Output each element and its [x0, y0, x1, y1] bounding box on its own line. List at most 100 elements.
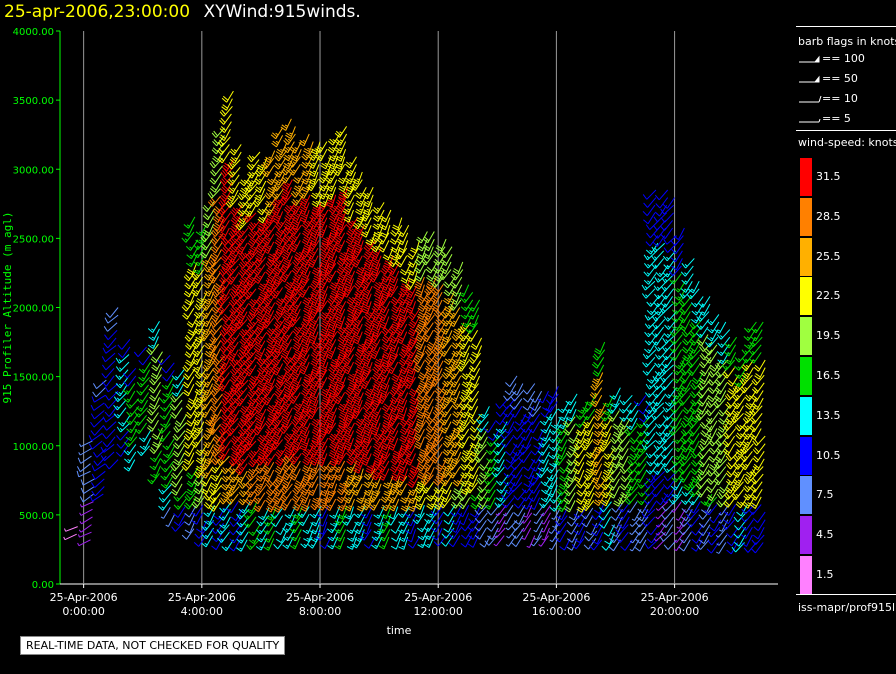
- wind-barb: [235, 471, 248, 484]
- wind-barb: [669, 349, 682, 362]
- y-tick-label: 500.00: [19, 511, 54, 522]
- wind-barb: [279, 263, 292, 275]
- wind-barb: [123, 367, 137, 379]
- wind-barb: [205, 421, 217, 435]
- wind-barb: [102, 345, 117, 354]
- wind-barb: [556, 439, 568, 452]
- wind-barb: [429, 375, 443, 387]
- wind-barb: [583, 477, 596, 489]
- wind-barb: [253, 484, 267, 496]
- wind-barb: [138, 430, 152, 443]
- wind-barb: [460, 299, 474, 312]
- wind-barb: [173, 498, 187, 510]
- wind-barb: [171, 384, 184, 397]
- wind-barb: [413, 421, 426, 434]
- wind-barb: [440, 482, 453, 495]
- wind-barb: [318, 399, 331, 412]
- wind-barb: [211, 522, 224, 534]
- wind-barb: [228, 296, 242, 307]
- wind-barb: [212, 378, 224, 391]
- y-tick-label: 3000.00: [13, 165, 54, 176]
- wind-barb: [527, 413, 541, 426]
- wind-barb: [271, 431, 284, 445]
- wind-barb: [590, 463, 603, 476]
- wind-barb: [540, 474, 553, 487]
- wind-barb: [670, 402, 683, 414]
- wind-barb: [643, 501, 657, 513]
- wind-barb: [230, 280, 243, 293]
- wind-barb: [382, 476, 394, 489]
- wind-barb: [285, 126, 296, 139]
- wind-barb: [407, 263, 418, 276]
- wind-barb: [272, 408, 285, 420]
- wind-barb: [355, 194, 367, 208]
- wind-barb: [521, 512, 533, 524]
- wind-barb: [229, 379, 242, 392]
- wind-barb: [474, 512, 488, 524]
- wind-barb: [309, 232, 320, 246]
- wind-barb: [620, 471, 633, 483]
- wind-barb: [721, 519, 735, 530]
- wind-barb: [173, 506, 186, 518]
- wind-barb: [448, 383, 461, 396]
- wind-barb: [439, 345, 452, 357]
- wind-barb: [744, 390, 757, 402]
- wind-barb: [334, 293, 347, 306]
- barb-sample-icon: [799, 118, 821, 123]
- wind-barb: [594, 402, 607, 416]
- wind-barb: [379, 369, 391, 382]
- wind-barb: [161, 362, 175, 374]
- wind-barb: [574, 530, 586, 544]
- wind-barb: [247, 379, 261, 391]
- wind-barb: [194, 383, 207, 396]
- wind-barb: [353, 437, 366, 450]
- wind-barb: [192, 345, 205, 358]
- wind-barb: [255, 226, 269, 238]
- wind-barb: [351, 308, 364, 321]
- wind-barb: [717, 336, 731, 348]
- wind-barb: [311, 415, 323, 428]
- wind-barb: [593, 425, 606, 438]
- wind-barb: [308, 217, 321, 230]
- wind-barb: [487, 512, 500, 524]
- wind-barb: [334, 468, 346, 481]
- wind-barb: [262, 393, 275, 406]
- wind-barb: [138, 354, 151, 366]
- wind-barb: [336, 437, 348, 451]
- wind-barb: [289, 536, 301, 550]
- barb-sample-icon: [799, 75, 820, 83]
- wind-barb: [334, 316, 346, 330]
- wind-barb: [218, 197, 232, 208]
- wind-barb: [617, 501, 631, 513]
- wind-barb: [248, 296, 261, 308]
- wind-barb: [397, 460, 409, 474]
- wind-barb: [125, 398, 140, 409]
- wind-barb: [484, 482, 497, 494]
- x-tick-time: 12:00:00: [414, 605, 463, 618]
- wind-barb: [301, 164, 313, 177]
- wind-barb: [754, 367, 766, 380]
- wind-barb: [679, 379, 692, 392]
- wind-barb: [537, 390, 549, 404]
- wind-barb: [228, 524, 242, 536]
- wind-barb: [247, 242, 260, 256]
- wind-barb: [688, 280, 700, 294]
- wind-barb: [226, 341, 239, 354]
- wind-barb: [282, 316, 294, 329]
- wind-barb: [227, 334, 240, 346]
- wind-barb: [670, 417, 682, 430]
- wind-barb: [272, 249, 286, 261]
- wind-barb: [426, 337, 438, 351]
- wind-barb: [200, 466, 214, 479]
- wind-barb: [183, 429, 197, 441]
- wind-barb: [300, 316, 313, 329]
- wind-barb: [739, 382, 753, 394]
- wind-barb: [123, 390, 136, 403]
- wind-barb: [219, 357, 231, 370]
- wind-barb: [323, 422, 337, 435]
- wind-barb: [430, 444, 443, 456]
- wind-barb: [172, 377, 185, 389]
- wind-barb: [337, 171, 350, 185]
- wind-barb: [79, 493, 94, 503]
- wind-barb: [390, 468, 402, 482]
